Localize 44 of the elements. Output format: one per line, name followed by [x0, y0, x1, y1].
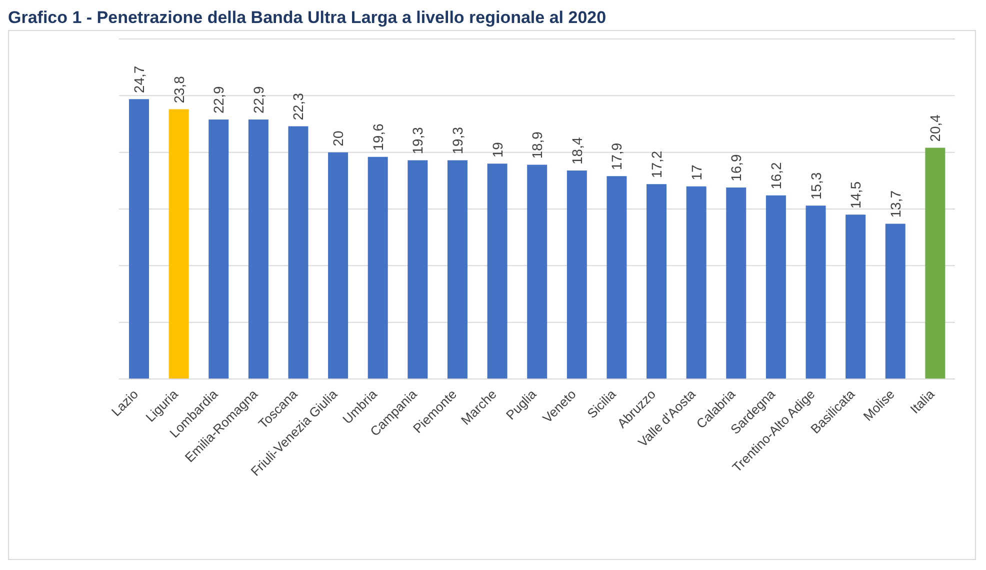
data-label: 23,8	[170, 76, 187, 104]
bar	[368, 156, 388, 379]
data-label: 18,4	[568, 137, 585, 164]
data-label: 18,9	[529, 131, 546, 159]
data-label: 22,9	[250, 86, 266, 114]
bar	[527, 164, 548, 379]
bar	[288, 126, 308, 379]
data-label: 16,9	[728, 154, 744, 182]
data-label: 13,7	[887, 190, 904, 218]
bar	[606, 176, 627, 379]
data-label: 20,4	[927, 114, 944, 142]
data-label: 16,2	[768, 162, 784, 190]
bar	[686, 186, 706, 379]
data-label: 22,3	[290, 92, 306, 120]
bar	[925, 148, 946, 379]
bar	[806, 206, 826, 379]
bar	[646, 184, 667, 379]
data-label: 14,5	[848, 181, 864, 209]
data-label: 15,3	[808, 172, 824, 200]
bar	[566, 170, 587, 379]
bar	[487, 164, 508, 379]
bar	[726, 187, 746, 379]
bar	[447, 160, 468, 379]
bar	[168, 109, 189, 379]
bar	[328, 152, 348, 379]
data-label: 20	[330, 130, 346, 146]
data-label: 24,7	[131, 66, 147, 94]
bar	[885, 224, 906, 379]
chart-title: Grafico 1 - Penetrazione della Banda Ultra Larga a livello regionale al 2020	[8, 8, 608, 29]
bar	[766, 195, 786, 379]
bar	[129, 99, 149, 379]
data-label: 17	[688, 164, 704, 180]
data-label: 19,3	[410, 126, 426, 154]
data-label: 17,9	[608, 142, 625, 170]
bar	[408, 160, 428, 379]
bar	[208, 119, 229, 379]
x-tick-label: Italia	[907, 386, 938, 417]
bar	[846, 214, 866, 379]
data-label: 22,9	[210, 86, 227, 114]
data-label: 19	[489, 142, 506, 158]
data-label: 19,3	[449, 126, 466, 154]
bar	[248, 119, 268, 379]
data-label: 19,6	[370, 123, 386, 151]
data-label: 17,2	[648, 150, 665, 178]
